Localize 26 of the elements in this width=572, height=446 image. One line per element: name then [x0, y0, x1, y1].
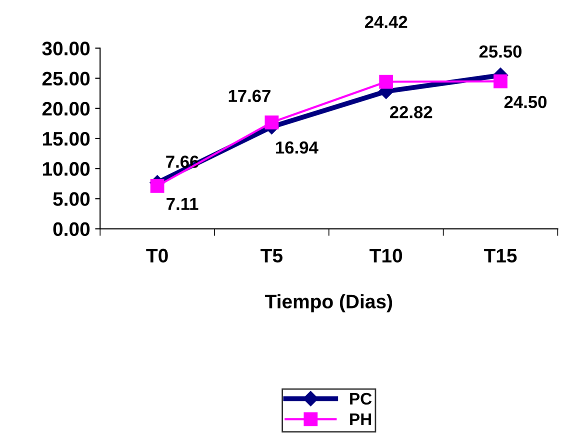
point [150, 179, 164, 193]
y-tick-label: 15.00 [42, 132, 90, 146]
y-tick-label: 10.00 [42, 162, 90, 176]
y-tick-label: 5.00 [53, 192, 90, 206]
y-tick-label: 20.00 [42, 102, 90, 116]
data-label: 25.50 [479, 45, 522, 58]
point [494, 74, 508, 88]
x-tick-label: T5 [260, 248, 283, 263]
y-tick-label: 25.00 [42, 72, 90, 86]
x-tick-label: T15 [484, 248, 517, 263]
legend-label: PC [350, 392, 372, 405]
point [264, 115, 279, 130]
data-label: 17.67 [228, 90, 270, 102]
data-label: 7.66 [166, 156, 199, 168]
data-label: 22.82 [390, 106, 432, 118]
x-tick-label: T0 [146, 248, 168, 263]
y-tick-label: 30.00 [42, 42, 90, 56]
x-axis-title: Tiempo (Dias) [265, 294, 392, 312]
data-label: 24.42 [364, 16, 408, 28]
legend-label: PH [350, 414, 372, 426]
data-label: 7.11 [166, 198, 198, 210]
y-tick-label: 0.00 [53, 222, 90, 236]
point [379, 74, 394, 89]
data-label: 24.50 [504, 96, 547, 108]
data-label: 16.94 [276, 141, 318, 154]
x-tick-label: T10 [370, 248, 402, 263]
